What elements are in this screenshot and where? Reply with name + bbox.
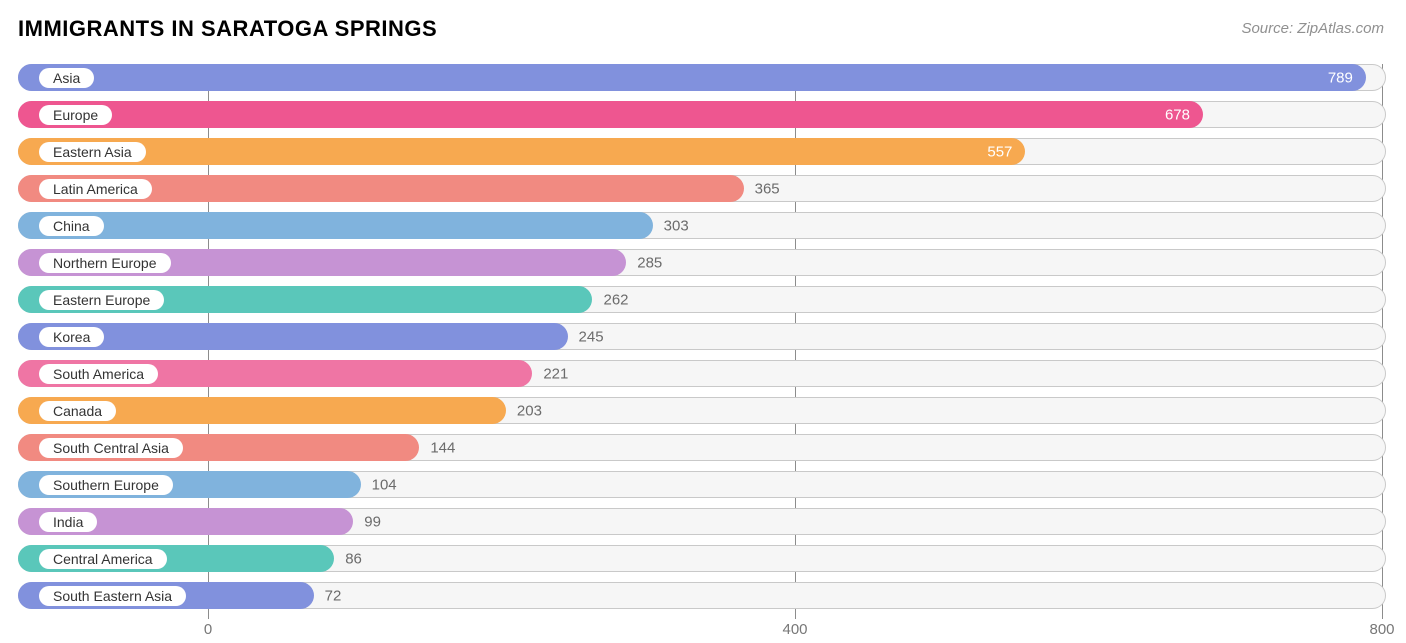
bar-track: India 99 (18, 508, 1386, 535)
chart-area: Asia 789 Europe 678 Eastern Asia 557 Latin Ame… (18, 64, 1388, 643)
bar-value: 144 (430, 439, 455, 456)
bar-track: Northern Europe 285 (18, 249, 1386, 276)
bar-fill (18, 138, 1025, 165)
bar-track: Southern Europe 104 (18, 471, 1386, 498)
bar-value: 245 (579, 328, 604, 345)
bar-track: Eastern Asia 557 (18, 138, 1386, 165)
bar-value: 303 (664, 217, 689, 234)
bar-label-pill: Northern Europe (39, 253, 171, 273)
bar-track: Canada 203 (18, 397, 1386, 424)
bar-value: 285 (637, 254, 662, 271)
bar-fill (18, 101, 1203, 128)
bar-track: Asia 789 (18, 64, 1386, 91)
bar-value: 262 (603, 291, 628, 308)
bar-label-pill: Eastern Europe (39, 290, 164, 310)
x-tick-label: 800 (1369, 621, 1394, 638)
bar-label-pill: Asia (39, 68, 94, 88)
chart-source: Source: ZipAtlas.com (1241, 20, 1384, 37)
bar-label-pill: Korea (39, 327, 104, 347)
bar-value: 365 (755, 180, 780, 197)
bar-track: South Central Asia 144 (18, 434, 1386, 461)
bar-fill (18, 212, 653, 239)
bar-label-pill: Europe (39, 105, 112, 125)
bar-track: Central America 86 (18, 545, 1386, 572)
bar-label-pill: Canada (39, 401, 116, 421)
bar-label-pill: China (39, 216, 104, 236)
bar-label-pill: Central America (39, 549, 167, 569)
bar-label-pill: Eastern Asia (39, 142, 146, 162)
x-tick-label: 400 (782, 621, 807, 638)
bar-label-pill: Southern Europe (39, 475, 173, 495)
bar-track: Europe 678 (18, 101, 1386, 128)
chart-title: IMMIGRANTS IN SARATOGA SPRINGS (18, 16, 1388, 42)
bar-value: 678 (1165, 106, 1190, 123)
bar-value: 99 (364, 513, 381, 530)
bar-value: 789 (1328, 69, 1353, 86)
bar-track: Latin America 365 (18, 175, 1386, 202)
bar-track: Eastern Europe 262 (18, 286, 1386, 313)
bar-value: 86 (345, 550, 362, 567)
bar-track: China 303 (18, 212, 1386, 239)
chart-root: IMMIGRANTS IN SARATOGA SPRINGS Source: Z… (0, 0, 1406, 643)
bar-value: 72 (325, 587, 342, 604)
x-axis: 0400800 (18, 619, 1388, 643)
x-tick-label: 0 (204, 621, 212, 638)
bar-label-pill: South Eastern Asia (39, 586, 186, 606)
bar-fill (18, 64, 1366, 91)
bar-track: South Eastern Asia 72 (18, 582, 1386, 609)
bar-value: 203 (517, 402, 542, 419)
bar-track: South America 221 (18, 360, 1386, 387)
bar-label-pill: India (39, 512, 97, 532)
bar-label-pill: South Central Asia (39, 438, 183, 458)
bar-value: 221 (543, 365, 568, 382)
bar-label-pill: Latin America (39, 179, 152, 199)
bar-value: 557 (987, 143, 1012, 160)
bar-label-pill: South America (39, 364, 158, 384)
bar-value: 104 (372, 476, 397, 493)
bars-container: Asia 789 Europe 678 Eastern Asia 557 Latin Ame… (18, 64, 1388, 609)
bar-track: Korea 245 (18, 323, 1386, 350)
